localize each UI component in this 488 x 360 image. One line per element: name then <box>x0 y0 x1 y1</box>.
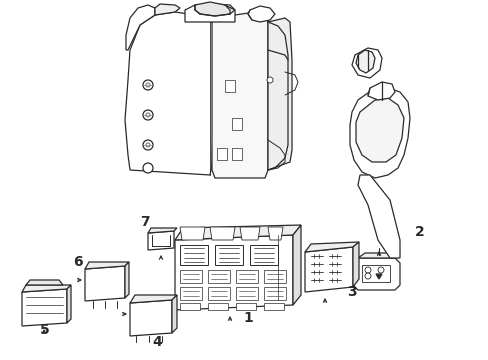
Polygon shape <box>361 265 389 282</box>
Polygon shape <box>217 148 226 160</box>
Circle shape <box>377 267 383 273</box>
Polygon shape <box>207 270 229 283</box>
Polygon shape <box>355 50 374 73</box>
Polygon shape <box>207 287 229 300</box>
Polygon shape <box>22 289 67 326</box>
Polygon shape <box>26 280 63 285</box>
Polygon shape <box>247 6 274 22</box>
Polygon shape <box>85 266 125 301</box>
Text: 1: 1 <box>243 311 252 325</box>
Polygon shape <box>148 228 177 233</box>
Text: 5: 5 <box>40 323 50 337</box>
Polygon shape <box>215 245 243 265</box>
Circle shape <box>364 267 370 273</box>
Circle shape <box>142 140 153 150</box>
Polygon shape <box>180 303 200 310</box>
Polygon shape <box>367 82 394 100</box>
Polygon shape <box>236 270 258 283</box>
Polygon shape <box>236 303 256 310</box>
Circle shape <box>146 113 150 117</box>
Polygon shape <box>357 253 399 258</box>
Circle shape <box>142 163 153 173</box>
Polygon shape <box>305 242 358 252</box>
Polygon shape <box>125 12 215 175</box>
Text: 7: 7 <box>140 215 149 229</box>
Polygon shape <box>125 262 129 298</box>
Polygon shape <box>355 98 403 162</box>
Polygon shape <box>184 4 235 22</box>
Polygon shape <box>231 148 242 160</box>
Text: 2: 2 <box>414 225 424 239</box>
Polygon shape <box>209 227 235 240</box>
Text: 6: 6 <box>73 255 82 269</box>
Polygon shape <box>352 242 358 287</box>
Polygon shape <box>305 247 352 292</box>
Polygon shape <box>292 225 301 305</box>
Polygon shape <box>175 225 301 240</box>
Polygon shape <box>148 231 174 250</box>
Polygon shape <box>236 287 258 300</box>
Polygon shape <box>357 175 399 258</box>
Polygon shape <box>180 270 202 283</box>
Polygon shape <box>207 303 227 310</box>
Polygon shape <box>130 295 177 303</box>
Polygon shape <box>264 303 284 310</box>
Polygon shape <box>267 18 291 170</box>
Text: 3: 3 <box>346 285 356 299</box>
Polygon shape <box>180 245 207 265</box>
Polygon shape <box>126 5 155 50</box>
Polygon shape <box>155 4 180 15</box>
Polygon shape <box>195 2 235 16</box>
Polygon shape <box>264 287 285 300</box>
Polygon shape <box>67 285 71 323</box>
Polygon shape <box>180 227 204 240</box>
Circle shape <box>146 143 150 147</box>
Polygon shape <box>264 270 285 283</box>
Polygon shape <box>249 245 278 265</box>
Polygon shape <box>349 88 409 178</box>
Polygon shape <box>85 262 129 269</box>
Polygon shape <box>22 285 71 292</box>
Polygon shape <box>231 118 242 130</box>
Circle shape <box>142 80 153 90</box>
Circle shape <box>364 273 370 279</box>
Polygon shape <box>351 48 381 78</box>
Polygon shape <box>180 287 202 300</box>
Polygon shape <box>175 235 292 310</box>
Polygon shape <box>375 274 381 279</box>
Polygon shape <box>224 80 235 92</box>
Polygon shape <box>240 227 260 240</box>
Polygon shape <box>267 227 283 240</box>
Polygon shape <box>172 295 177 333</box>
Circle shape <box>142 110 153 120</box>
Polygon shape <box>130 300 172 336</box>
Polygon shape <box>352 258 399 290</box>
Circle shape <box>146 83 150 87</box>
Circle shape <box>266 77 272 83</box>
Polygon shape <box>209 12 267 178</box>
Text: 4: 4 <box>152 335 162 349</box>
